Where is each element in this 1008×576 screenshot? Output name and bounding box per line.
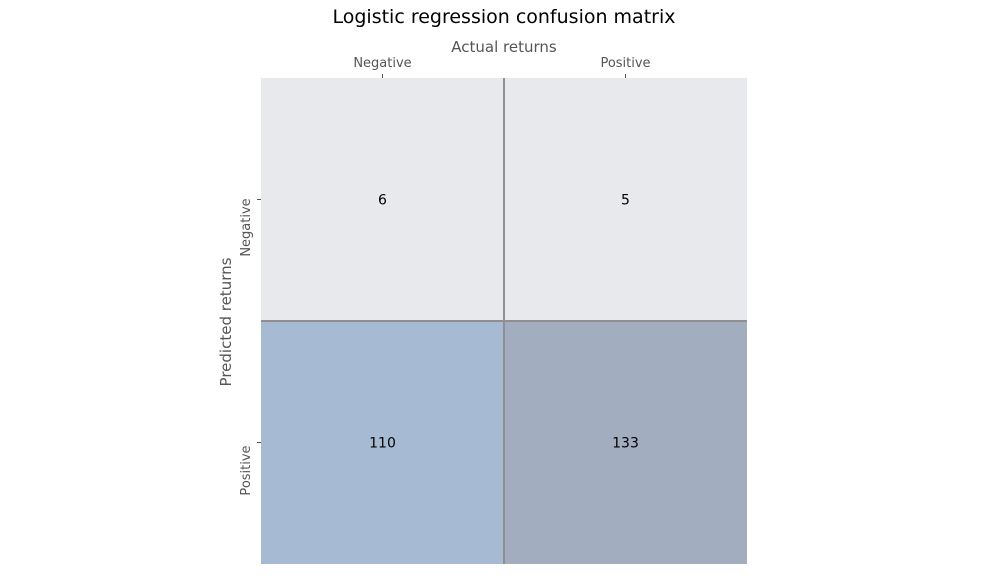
cell-value-label: 133 <box>612 436 639 452</box>
x-axis-label: Actual returns <box>451 38 557 56</box>
heatmap-cell-positive-positive <box>504 321 747 564</box>
y-tick-label: Negative <box>239 198 254 256</box>
chart-title: Logistic regression confusion matrix <box>332 6 675 28</box>
y-tick-label: Positive <box>239 445 254 495</box>
cell-value-label: 6 <box>378 193 387 209</box>
heatmap-cell-positive-negative <box>261 321 504 564</box>
cell-value-label: 110 <box>369 436 396 452</box>
cell-value-label: 5 <box>621 193 630 209</box>
heatmap-cell-negative-positive <box>504 78 747 321</box>
x-tick-label: Negative <box>353 56 411 71</box>
x-tick-label: Positive <box>600 56 650 71</box>
y-axis-label: Predicted returns <box>217 257 235 386</box>
heatmap-cell-negative-negative <box>261 78 504 321</box>
